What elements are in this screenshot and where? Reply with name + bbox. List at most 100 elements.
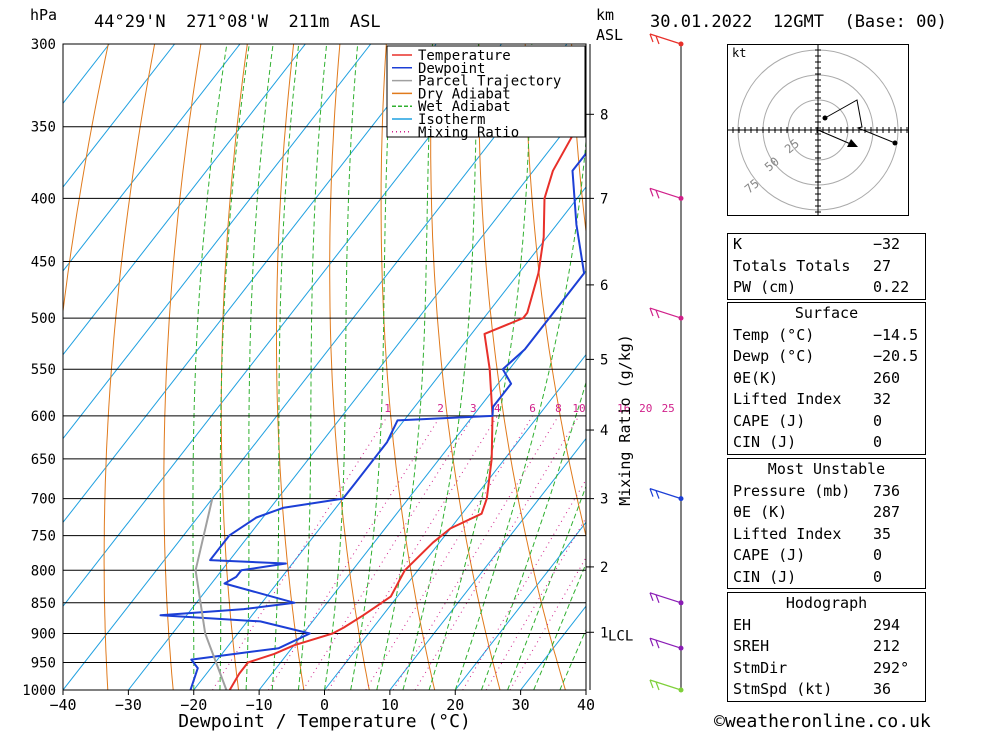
credit-link[interactable]: ©weatheronline.co.uk: [714, 711, 931, 732]
table-row: CAPE (J) 0: [733, 411, 883, 430]
legend-label: Dewpoint: [418, 61, 485, 77]
table-row: StmDir 292°: [733, 658, 910, 677]
pressure-tick-label: 550: [31, 362, 56, 378]
dewpoint-trace: [159, 151, 586, 690]
x-tick-label: −40: [49, 696, 76, 714]
mixing-ratio-label: 2: [437, 402, 444, 415]
hodo-point-low: [822, 115, 828, 121]
x-tick-label: −30: [115, 696, 142, 714]
wind-barb: [649, 488, 682, 500]
table-row: Totals Totals 27: [733, 256, 892, 275]
mixing-ratio-label: 16: [617, 402, 630, 415]
table-row: Pressure (mb) 736: [733, 481, 901, 500]
wind-barb: [649, 307, 654, 317]
km-tick-label: 1: [600, 625, 608, 641]
mixing-ratio-line: [392, 415, 559, 690]
pressure-tick-label: 800: [31, 563, 56, 579]
pressure-tick-label: 300: [31, 37, 56, 53]
pressure-tick-label: 600: [31, 409, 56, 425]
isotherm: [258, 270, 586, 690]
isotherm: [63, 44, 176, 188]
dry-adiabat: [380, 44, 436, 690]
pressure-tick-label: 500: [31, 311, 56, 327]
mixing-ratio-label: 1: [384, 402, 391, 415]
wind-barb: [655, 309, 660, 319]
wet-adiabat: [271, 44, 300, 690]
wind-barb: [649, 488, 654, 497]
table-row: StmSpd (kt) 36: [733, 680, 892, 698]
pressure-tick-label: 400: [31, 191, 56, 207]
hpa-label: hPa: [30, 6, 58, 24]
legend-label: Parcel Trajectory: [418, 74, 561, 90]
location-title: 44°29'N 271°08'W 211m ASL: [94, 12, 381, 32]
pressure-tick-label: 1000: [22, 683, 56, 699]
surface-table: Surface Temp (°C) −14.5 Dewp (°C) −20.5 θE…: [727, 302, 926, 455]
km-tick-label: 2: [600, 560, 608, 576]
legend-box: [386, 45, 586, 138]
lcl-label: LCL: [608, 628, 633, 644]
isotherm: [63, 44, 568, 690]
mixing-ratio-line: [267, 415, 441, 690]
hodo-unit: kt: [732, 46, 746, 60]
legend-label: Wet Adiabat: [418, 99, 511, 115]
km-tick-label: 5: [600, 352, 608, 368]
wind-barb: [649, 307, 682, 319]
isotherm: [63, 44, 502, 607]
wet-adiabat: [376, 44, 433, 690]
pressure-tick-label: 900: [31, 626, 56, 642]
table-row: PW (cm) 0.22: [733, 278, 910, 296]
table-row: Lifted Index 32: [733, 390, 892, 408]
dry-adiabat: [942, 44, 1000, 690]
x-tick-label: 30: [512, 696, 530, 714]
mixing-ratio-label: 6: [529, 402, 536, 415]
x-tick-label: 0: [320, 696, 329, 714]
mixing-ratio-line: [328, 415, 498, 690]
table-row: CIN (J) 0: [733, 433, 883, 451]
pressure-tick-label: 650: [31, 452, 56, 468]
indices-table: K −32 Totals Totals 27 PW (cm) 0.22: [727, 233, 926, 300]
pressure-tick-label: 750: [31, 529, 56, 545]
table-row: K −32: [733, 235, 901, 253]
wet-adiabat: [245, 44, 274, 690]
km-tick-label: 8: [600, 107, 608, 123]
km-tick-label: 7: [600, 191, 608, 207]
table-row: Temp (°C) −14.5: [733, 325, 919, 344]
dry-adiabat: [276, 44, 305, 690]
dry-adiabat: [63, 44, 109, 316]
wind-barb: [649, 592, 654, 602]
legend-label: Temperature: [418, 48, 511, 64]
isotherm: [127, 102, 586, 690]
most-unstable-table: Most Unstable Pressure (mb) 736 θE (K) 287…: [727, 458, 926, 589]
legend-label: Dry Adiabat: [418, 86, 511, 102]
mixing-ratio-label: 20: [639, 402, 652, 415]
isotherm: [63, 44, 372, 440]
wind-barb: [655, 594, 660, 604]
isotherm: [63, 44, 437, 524]
table-row: θE (K) 287: [733, 503, 901, 521]
parcel-trajectory-trace: [194, 498, 228, 690]
hodograph-title: Hodograph: [785, 594, 868, 612]
wind-barb: [655, 35, 660, 45]
wet-adiabat: [219, 44, 250, 690]
dry-adiabat: [989, 44, 1000, 690]
km-label: km: [596, 6, 615, 24]
legend-label: Mixing Ratio: [418, 125, 519, 141]
wind-barb: [655, 190, 660, 199]
wind-barb: [649, 679, 682, 691]
x-tick-label: −20: [180, 696, 207, 714]
wind-barb: [649, 679, 654, 689]
km-tick-label: 4: [600, 423, 608, 439]
wind-barb: [655, 681, 660, 691]
isotherm: [63, 44, 306, 356]
wind-barb: [655, 639, 660, 649]
dry-adiabat: [0, 44, 16, 690]
pressure-tick-label: 850: [31, 596, 56, 612]
date-title: 30.01.2022 12GMT (Base: 00): [650, 12, 947, 32]
wind-barb: [655, 490, 660, 499]
dry-adiabat: [524, 44, 586, 539]
hodo-storm-motion: [817, 129, 854, 146]
table-row: Lifted Index 35: [733, 524, 892, 543]
mixing-ratio-line: [365, 415, 533, 690]
wet-adiabat: [297, 44, 328, 690]
